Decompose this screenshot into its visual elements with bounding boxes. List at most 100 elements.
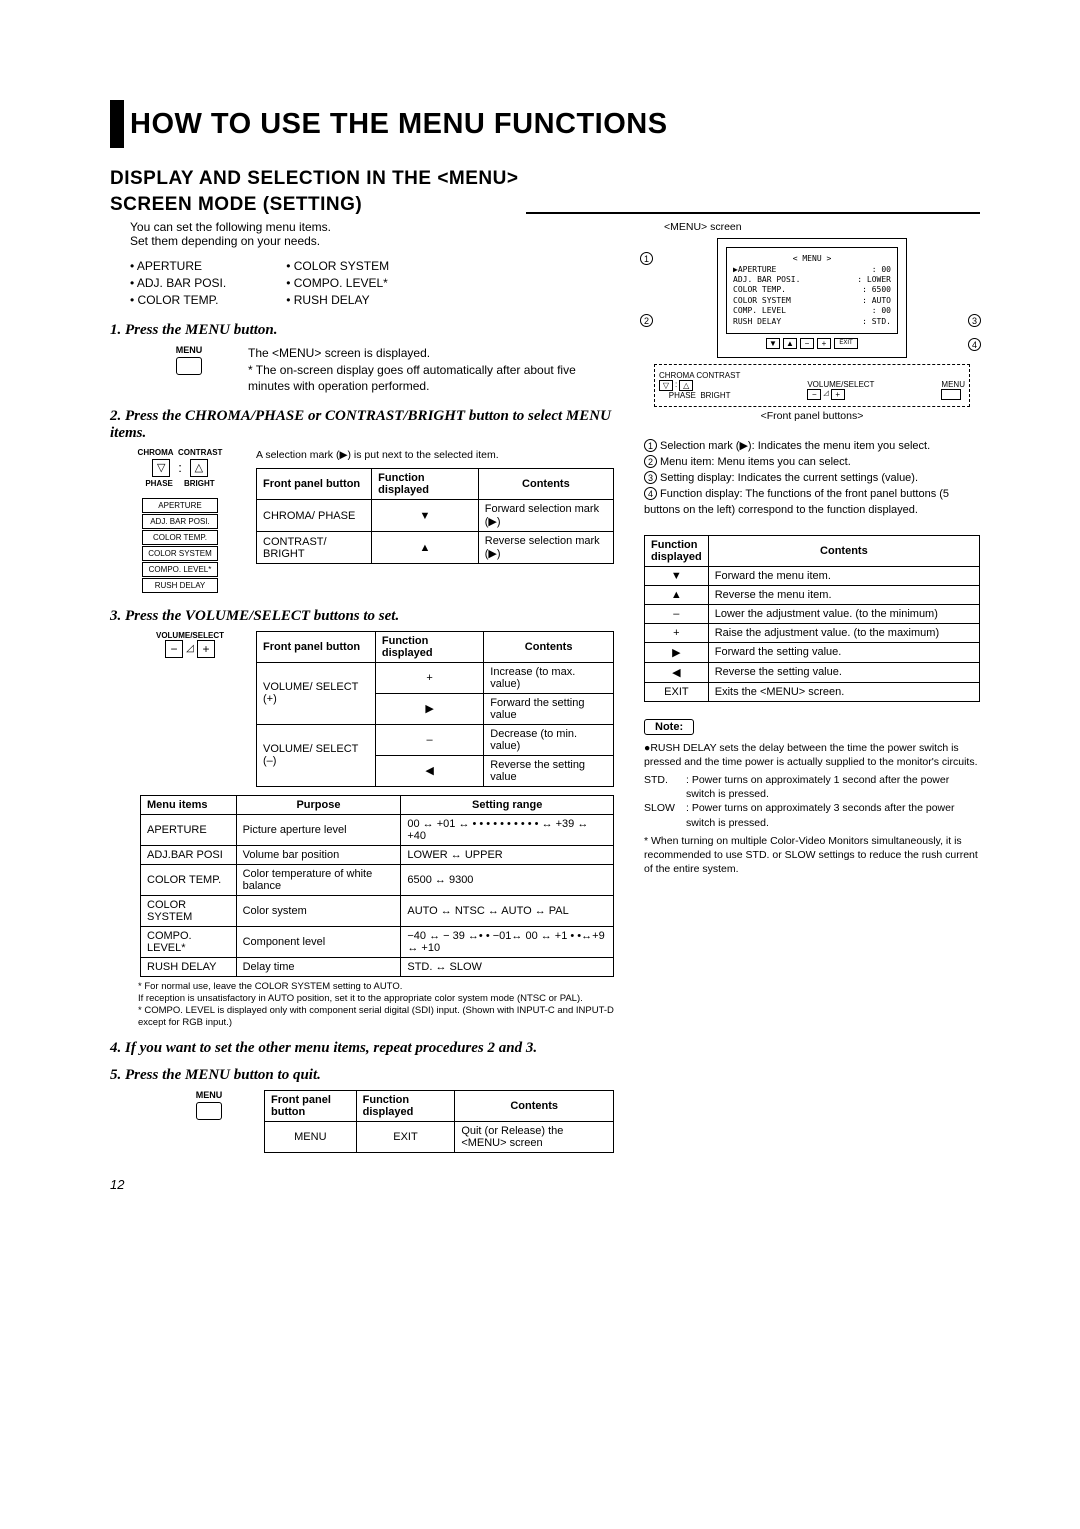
up-button-icon: △: [190, 459, 208, 477]
t3a-r0c1: +: [375, 662, 483, 693]
t5-h1: Function displayed: [356, 1091, 455, 1122]
callout-1-marker: 1: [640, 252, 653, 265]
right-column: <MENU> screen 1 2 3 4 < MENU > ▶APERTURE…: [644, 220, 980, 1192]
t3b-r3c1: Color system: [236, 895, 401, 926]
note-label: Note:: [644, 719, 694, 735]
flow-color-system: COLOR SYSTEM: [142, 546, 218, 561]
fn-r5c0: ◀: [645, 662, 709, 682]
flow-color-temp: COLOR TEMP.: [142, 530, 218, 545]
t3b-r4c1: Component level: [236, 926, 401, 957]
step3-table-a: Front panel button Function displayed Co…: [256, 631, 614, 787]
t2-r1c1: ▲: [372, 532, 479, 564]
mini-up: ▲: [783, 338, 797, 349]
flow-aperture: APERTURE: [142, 498, 218, 513]
t3a-r3c2: Reverse the setting value: [484, 755, 614, 786]
footnote-1: * For normal use, leave the COLOR SYSTEM…: [138, 981, 614, 993]
t3a-h2: Contents: [484, 631, 614, 662]
flow-rush-delay: RUSH DELAY: [142, 578, 218, 593]
menu-button-icon-2: MENU: [170, 1090, 248, 1153]
fn-h1: Contents: [708, 535, 979, 566]
t3a-h0: Front panel button: [257, 631, 376, 662]
t5-r0c2: Quit (or Release) the <MENU> screen: [455, 1122, 614, 1153]
t3b-r1c1: Volume bar position: [236, 845, 401, 864]
t3b-r0c1: Picture aperture level: [236, 814, 401, 845]
t5-h0: Front panel button: [265, 1091, 357, 1122]
step1-text2: * The on-screen display goes off automat…: [248, 362, 614, 394]
t3a-r0c2: Increase (to max. value): [484, 662, 614, 693]
t2-r1c0: CONTRAST/ BRIGHT: [257, 532, 372, 564]
t3a-r1c1: ▶: [375, 693, 483, 724]
t3b-h0: Menu items: [141, 795, 237, 814]
t3b-r3c2: AUTO ↔ NTSC ↔ AUTO ↔ PAL: [401, 895, 614, 926]
t3b-r3c0: COLOR SYSTEM: [141, 895, 237, 926]
fn-r6c0: EXIT: [645, 682, 709, 701]
bullet-adj-bar: • ADJ. BAR POSI.: [130, 275, 226, 292]
left-column: You can set the following menu items. Se…: [110, 220, 614, 1192]
callout-2-marker: 2: [640, 314, 653, 327]
t2-r0c0: CHROMA/ PHASE: [257, 500, 372, 532]
down-button-icon: ▽: [152, 459, 170, 477]
fn-r1c0: ▲: [645, 585, 709, 604]
step1-heading: 1. Press the MENU button.: [110, 322, 614, 339]
t3a-r0c0: VOLUME/ SELECT (+): [257, 662, 376, 724]
step2-heading: 2. Press the CHROMA/PHASE or CONTRAST/BR…: [110, 408, 614, 442]
front-panel-diagram: CHROMA CONTRAST ▽:△ PHASE BRIGHT VOLUME/…: [654, 364, 970, 407]
fn-r2c1: Lower the adjustment value. (to the mini…: [708, 604, 979, 623]
t2-r0c2: Forward selection mark (▶): [478, 500, 613, 532]
screen-label: <MENU> screen: [664, 220, 980, 234]
subtitle-rule: [526, 212, 980, 214]
footnote-3: * COMPO. LEVEL is displayed only with co…: [138, 1005, 614, 1029]
callout-3: Setting display: Indicates the current s…: [660, 472, 918, 484]
mini-plus: +: [817, 338, 831, 349]
step2-text: A selection mark (▶) is put next to the …: [256, 448, 614, 462]
note-slow-text: : Power turns on approximately 3 seconds…: [686, 801, 980, 829]
callout-3-marker: 3: [968, 314, 981, 327]
t3a-h1: Function displayed: [375, 631, 483, 662]
bullet-color-system: • COLOR SYSTEM: [286, 258, 389, 275]
page-number: 12: [110, 1177, 614, 1192]
circ-4: 4: [644, 487, 657, 500]
note-slow-label: SLOW: [644, 801, 686, 829]
t3b-r5c2: STD. ↔ SLOW: [401, 957, 614, 976]
step3-heading: 3. Press the VOLUME/SELECT buttons to se…: [110, 608, 614, 625]
t3b-h1: Purpose: [236, 795, 401, 814]
fn-r6c1: Exits the <MENU> screen.: [708, 682, 979, 701]
fn-r3c0: +: [645, 623, 709, 642]
t3b-r5c0: RUSH DELAY: [141, 957, 237, 976]
t2-r1c2: Reverse selection mark (▶): [478, 532, 613, 564]
mini-down: ▼: [766, 338, 780, 349]
menu-label-2: MENU: [170, 1090, 248, 1100]
t3b-r2c0: COLOR TEMP.: [141, 864, 237, 895]
t3b-r4c2: −40 ↔ − 39 ↔• • −01↔ 00 ↔ +1 • •↔+9 ↔ +1…: [401, 926, 614, 957]
t3b-r2c2: 6500 ↔ 9300: [401, 864, 614, 895]
callout-1: Selection mark (▶): Indicates the menu i…: [660, 440, 930, 452]
vol-sel-label: VOLUME/SELECT: [140, 631, 240, 640]
subtitle-line2: SCREEN MODE (SETTING): [110, 194, 362, 216]
contrast-label: CONTRAST: [178, 448, 222, 457]
circ-1: 1: [644, 439, 657, 452]
menu-button-icon: MENU: [150, 345, 228, 394]
bright-label: BRIGHT: [184, 479, 215, 488]
step2-table: Front panel button Function displayed Co…: [256, 468, 614, 564]
t3a-r2c1: –: [375, 724, 483, 755]
note-std-text: : Power turns on approximately 1 second …: [686, 773, 980, 801]
t3b-h2: Setting range: [401, 795, 614, 814]
note-asterisk: * When turning on multiple Color-Video M…: [644, 834, 980, 877]
page-title: HOW TO USE THE MENU FUNCTIONS: [130, 108, 668, 141]
screen-title: < MENU >: [733, 254, 891, 264]
intro-line1: You can set the following menu items.: [130, 220, 614, 234]
mini-exit: EXIT: [834, 338, 858, 349]
note-std-label: STD.: [644, 773, 686, 801]
t3b-r1c2: LOWER ↔ UPPER: [401, 845, 614, 864]
callout-2: Menu item: Menu items you can select.: [660, 456, 851, 468]
step5-heading: 5. Press the MENU button to quit.: [110, 1067, 614, 1084]
footnote-2: If reception is unsatisfactory in AUTO p…: [138, 993, 614, 1005]
fn-r0c1: Forward the menu item.: [708, 566, 979, 585]
t3b-r4c0: COMPO. LEVEL*: [141, 926, 237, 957]
bullet-compo-level: • COMPO. LEVEL*: [286, 275, 389, 292]
menu-items-table: Menu items Purpose Setting range APERTUR…: [140, 795, 614, 977]
step4-heading: 4. If you want to set the other menu ite…: [110, 1040, 614, 1057]
fn-r4c0: ▶: [645, 642, 709, 662]
fn-h0: Function displayed: [645, 535, 709, 566]
minus-button-icon: −: [165, 640, 183, 658]
